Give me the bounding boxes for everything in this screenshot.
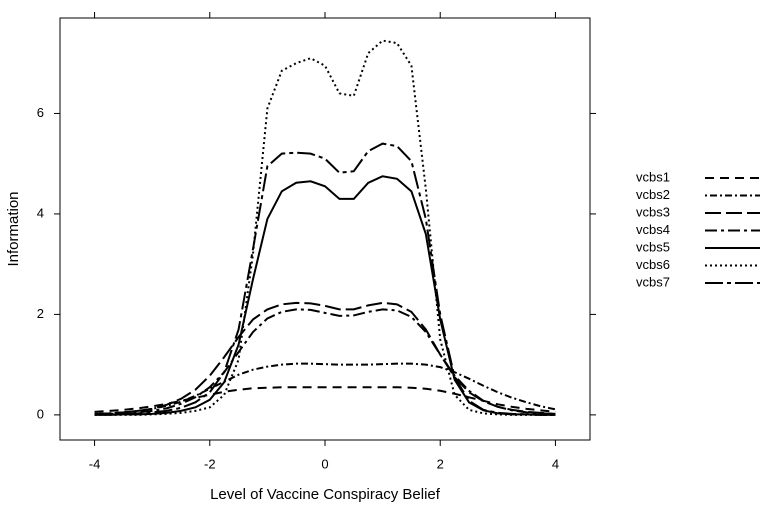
series-line: [94, 39, 556, 416]
y-tick-label: 4: [37, 205, 44, 220]
y-tick-label: 0: [37, 406, 44, 421]
y-tick-label: 2: [37, 306, 44, 321]
series-line: [94, 301, 556, 415]
plot-frame: [59, 17, 591, 441]
x-axis-label: Level of Vaccine Conspiracy Belief: [210, 486, 441, 503]
x-tick-label: 2: [437, 456, 444, 471]
y-axis-label: Information: [5, 191, 22, 266]
series-line: [94, 175, 556, 416]
legend-label: vcbs2: [636, 187, 670, 202]
legend-label: vcbs5: [636, 239, 670, 254]
y-tick-label: 6: [37, 105, 44, 120]
x-tick-label: 0: [321, 456, 328, 471]
series-line: [94, 142, 556, 416]
legend-label: vcbs7: [636, 274, 670, 289]
x-tick-label: -4: [89, 456, 101, 471]
legend-label: vcbs6: [636, 257, 670, 272]
x-tick-label: 4: [552, 456, 559, 471]
x-tick-label: -2: [204, 456, 216, 471]
legend-label: vcbs1: [636, 169, 670, 184]
series-line: [94, 362, 556, 415]
legend-label: vcbs4: [636, 222, 670, 237]
legend-label: vcbs3: [636, 204, 670, 219]
series-line: [94, 308, 556, 416]
